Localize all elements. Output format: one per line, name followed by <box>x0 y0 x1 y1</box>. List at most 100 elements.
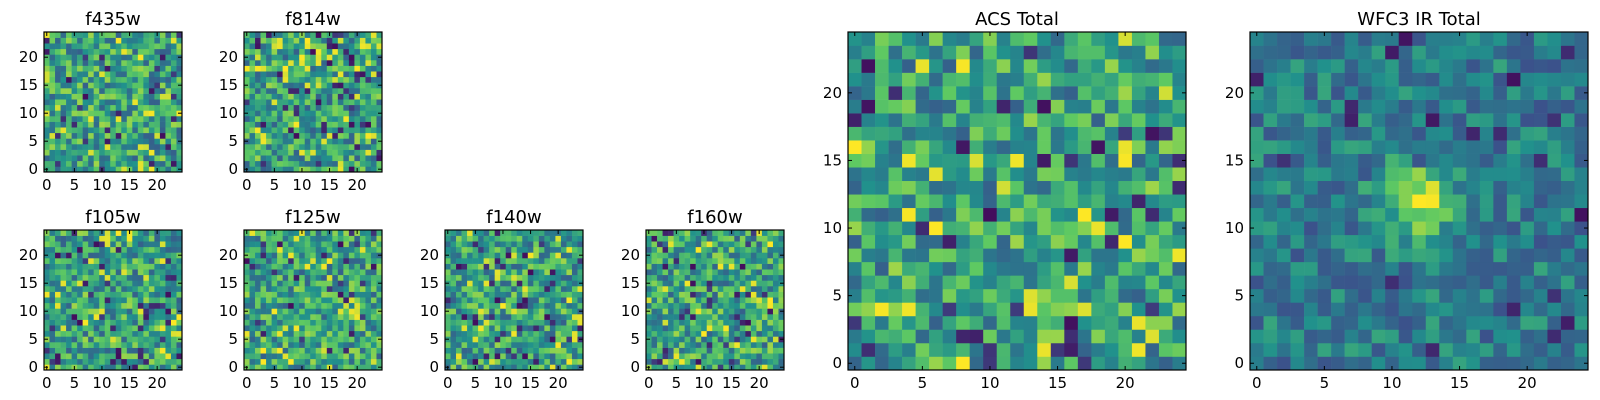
heatmap-cell <box>77 93 83 100</box>
heatmap-cell <box>1452 221 1467 236</box>
heatmap-cell <box>690 336 696 343</box>
heatmap-cell <box>365 308 372 315</box>
heatmap-cell <box>293 319 300 326</box>
heatmap-cell <box>370 132 377 139</box>
heatmap-cell <box>701 358 708 365</box>
heatmap-cell <box>271 76 278 83</box>
heatmap-cell <box>544 325 551 332</box>
heatmap-cell <box>115 149 122 156</box>
heatmap-cell <box>555 258 562 264</box>
heatmap-cell <box>71 76 78 83</box>
heatmap-cell <box>706 280 713 287</box>
heatmap-cell <box>467 325 473 332</box>
heatmap-cell <box>359 110 366 117</box>
heatmap-cell <box>483 258 490 264</box>
heatmap-cell <box>929 207 943 222</box>
heatmap-cell <box>77 160 83 167</box>
heatmap-cell <box>77 99 83 106</box>
heatmap-cell <box>170 330 177 337</box>
heatmap-cell <box>44 71 50 78</box>
heatmap-cell <box>159 138 166 145</box>
heatmap-cell <box>767 291 774 298</box>
heatmap-cell <box>376 325 383 332</box>
heatmap-cell <box>996 113 1011 127</box>
heatmap-cell <box>148 48 155 55</box>
heatmap-cell <box>282 353 289 360</box>
heatmap-cell <box>1064 153 1079 168</box>
heatmap-cell <box>915 180 930 195</box>
heatmap-cell <box>1145 180 1160 195</box>
heatmap-cell <box>929 221 943 236</box>
heatmap-cell <box>354 291 361 298</box>
heatmap-cell <box>365 71 372 78</box>
heatmap-cell <box>505 269 512 276</box>
heatmap-cell <box>354 104 361 111</box>
heatmap-cell <box>1118 32 1133 46</box>
heatmap-cell <box>293 330 300 337</box>
heatmap-cell <box>1010 207 1025 222</box>
heatmap-cell <box>695 347 702 354</box>
heatmap-cell <box>165 263 172 270</box>
heatmap-cell <box>310 252 317 259</box>
heatmap-cell <box>110 88 117 94</box>
heatmap-cell <box>376 274 383 281</box>
heatmap-cell <box>516 274 523 281</box>
heatmap-cell <box>332 104 339 111</box>
heatmap-cell <box>143 342 150 348</box>
heatmap-cell <box>143 286 150 292</box>
heatmap-cell <box>511 291 518 298</box>
heatmap-cell <box>88 342 94 348</box>
heatmap-cell <box>778 314 785 320</box>
heatmap-cell <box>915 315 930 330</box>
heatmap-cell <box>662 353 669 360</box>
heatmap-cell <box>310 353 317 360</box>
heatmap-cell <box>1023 113 1038 127</box>
heatmap-cell <box>690 342 696 348</box>
heatmap-cell <box>132 280 139 287</box>
heatmap-cell <box>861 59 876 73</box>
heatmap-cell <box>706 308 713 315</box>
heatmap-cell <box>577 246 584 253</box>
heatmap-cell <box>249 104 256 111</box>
heatmap-cell <box>651 230 658 236</box>
heatmap-cell <box>326 60 333 66</box>
heatmap-cell <box>690 308 696 315</box>
heatmap-cell <box>337 82 344 89</box>
heatmap-cell <box>956 275 970 290</box>
heatmap-cell <box>55 104 61 111</box>
heatmap-cell <box>55 325 61 332</box>
heatmap-cell <box>533 230 540 236</box>
heatmap-cell <box>679 308 685 315</box>
heatmap-cell <box>88 274 94 281</box>
heatmap-cell <box>343 43 350 50</box>
heatmap-cell <box>310 99 317 106</box>
heatmap-cell <box>343 230 350 236</box>
heatmap-cell <box>137 155 144 162</box>
heatmap-cell <box>137 308 144 315</box>
heatmap-cell <box>684 330 691 337</box>
heatmap-cell <box>77 342 83 348</box>
heatmap-cell <box>1172 275 1187 290</box>
heatmap-cell <box>456 342 462 348</box>
heatmap-cell <box>304 241 311 248</box>
heatmap-cell <box>1104 288 1119 303</box>
heatmap-cell <box>1077 207 1092 222</box>
heatmap-cell <box>1574 207 1589 222</box>
heatmap-cell <box>66 258 72 264</box>
heatmap-cell <box>450 297 457 304</box>
heatmap-cell <box>1145 234 1160 249</box>
heatmap-cell <box>1263 234 1278 249</box>
heatmap-cell <box>110 297 117 304</box>
heatmap-cell <box>1064 315 1079 330</box>
heatmap-cell <box>467 263 473 270</box>
heatmap-cell <box>1050 221 1065 236</box>
heatmap-cell <box>1547 167 1562 182</box>
heatmap-cell <box>983 45 998 60</box>
heatmap-cell <box>266 330 272 337</box>
heatmap-cell <box>165 76 172 83</box>
heatmap-cell <box>723 347 730 354</box>
heatmap-cell <box>1398 207 1413 222</box>
heatmap-cell <box>93 342 100 348</box>
heatmap-cell <box>929 153 943 168</box>
